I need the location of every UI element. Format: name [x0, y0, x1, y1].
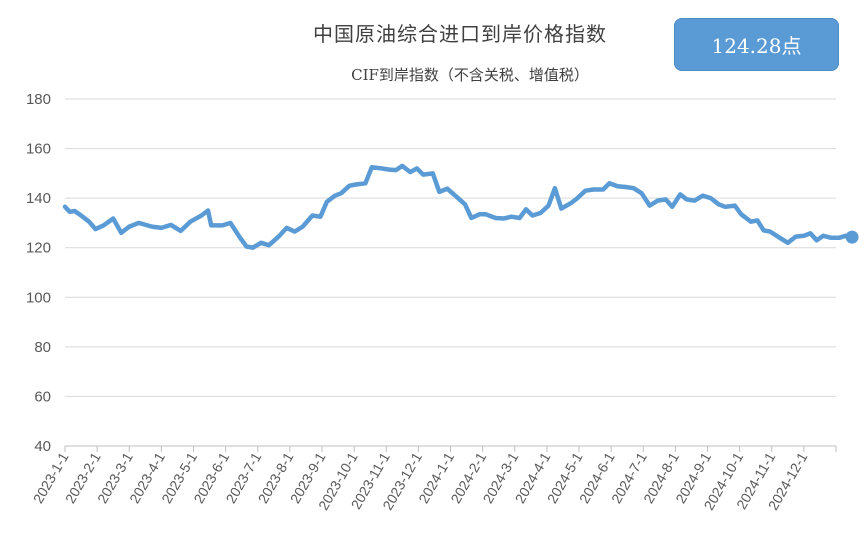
chart-subtitle: CIF到岸指数（不含关税、增值税）: [351, 66, 589, 84]
chart-title: 中国原油综合进口到岸价格指数: [313, 22, 607, 46]
y-tick-label: 120: [26, 240, 51, 257]
y-tick-label: 160: [26, 141, 51, 158]
y-tick-label: 100: [26, 289, 51, 306]
y-tick-label: 40: [34, 438, 51, 455]
y-tick-label: 180: [26, 91, 51, 108]
series-line: [62, 163, 855, 250]
last-point-marker: [845, 230, 859, 244]
current-value-badge: 124.28点: [674, 18, 839, 71]
y-tick-label: 60: [34, 388, 51, 405]
y-tick-label: 140: [26, 190, 51, 207]
y-tick-label: 80: [34, 339, 51, 356]
